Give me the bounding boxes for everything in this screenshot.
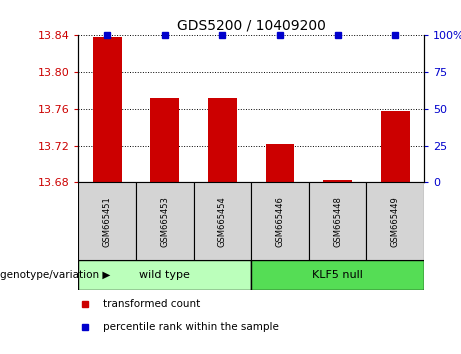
Bar (78, 260, 251, 290)
Bar (323, 181, 352, 182)
Text: KLF5 null: KLF5 null (312, 270, 363, 280)
Text: GSM665453: GSM665453 (160, 196, 169, 247)
Bar (150, 98, 179, 182)
Text: GSM665454: GSM665454 (218, 196, 227, 247)
Bar (366, 182, 424, 260)
Text: GSM665451: GSM665451 (103, 196, 112, 247)
Text: GSM665446: GSM665446 (276, 196, 284, 247)
Bar (136, 182, 194, 260)
Text: genotype/variation ▶: genotype/variation ▶ (0, 270, 110, 280)
Bar (309, 182, 366, 260)
Text: GSM665449: GSM665449 (391, 196, 400, 247)
Bar (194, 182, 251, 260)
Bar (266, 144, 295, 182)
Bar (251, 182, 309, 260)
Text: percentile rank within the sample: percentile rank within the sample (102, 322, 278, 332)
Text: transformed count: transformed count (102, 299, 200, 309)
Bar (93, 37, 122, 182)
Text: wild type: wild type (139, 270, 190, 280)
Bar (381, 111, 410, 182)
Bar (208, 98, 237, 182)
Bar (251, 260, 424, 290)
Title: GDS5200 / 10409200: GDS5200 / 10409200 (177, 19, 325, 33)
Text: GSM665448: GSM665448 (333, 196, 342, 247)
Bar (78, 182, 136, 260)
